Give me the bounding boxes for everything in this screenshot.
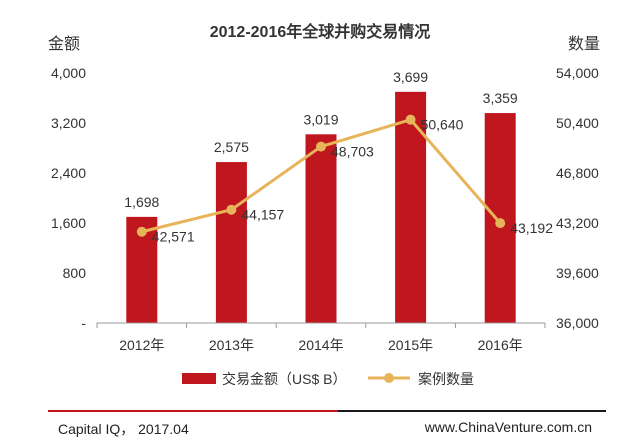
- chart-title: 2012-2016年全球并购交易情况: [210, 22, 431, 41]
- y-axis-left-title: 金额: [48, 35, 80, 53]
- footer-divider-red: [48, 410, 338, 412]
- x-tick-label: 2016年: [478, 337, 523, 353]
- x-tick-label: 2012年: [119, 337, 164, 353]
- line-value-label: 48,703: [331, 144, 374, 160]
- y-right-tick-label: 50,400: [556, 115, 599, 131]
- y-right-tick-label: 54,000: [556, 65, 599, 81]
- y-left-tick-label: 3,200: [51, 115, 86, 131]
- y-axis-right-title: 数量: [568, 35, 600, 53]
- line-value-label: 50,640: [421, 117, 464, 133]
- y-left-tick-label: 2,400: [51, 165, 86, 181]
- y-left-tick-label: 4,000: [51, 65, 86, 81]
- legend-bar-label: 交易金额（US$ B）: [222, 371, 346, 387]
- bar-value-label: 1,698: [124, 194, 159, 210]
- bar-value-label: 3,699: [393, 69, 428, 85]
- y-left-tick-label: 1,600: [51, 215, 86, 231]
- line-point-2015年: [405, 114, 416, 125]
- bar-2014年: [305, 134, 337, 323]
- line-value-label: 42,571: [152, 229, 195, 245]
- line-point-2012年: [136, 226, 147, 237]
- footer-divider-black: [338, 410, 606, 412]
- y-left-tick-label: -: [81, 315, 86, 331]
- legend-bar-swatch: [182, 373, 216, 384]
- x-tick-label: 2014年: [298, 337, 343, 353]
- y-right-tick-label: 46,800: [556, 165, 599, 181]
- line-value-label: 43,192: [510, 220, 553, 236]
- y-right-tick-label: 39,600: [556, 265, 599, 281]
- line-point-2016年: [495, 218, 506, 229]
- bar-2013年: [215, 162, 247, 323]
- footer-source: Capital IQ， 2017.04: [58, 421, 189, 437]
- bar-value-label: 2,575: [214, 139, 249, 155]
- line-value-label: 44,157: [241, 207, 284, 223]
- legend-line-label: 案例数量: [418, 371, 474, 387]
- line-point-2014年: [316, 141, 326, 152]
- y-left-tick-label: 800: [63, 265, 87, 281]
- x-tick-label: 2013年: [209, 337, 254, 353]
- bar-value-label: 3,359: [483, 90, 518, 106]
- line-point-2013年: [226, 204, 237, 215]
- bar-2016年: [484, 113, 516, 323]
- x-tick-label: 2015年: [388, 337, 433, 353]
- y-right-tick-label: 36,000: [556, 315, 599, 331]
- legend-line-marker: [384, 373, 394, 383]
- footer-site: www.ChinaVenture.com.cn: [424, 419, 592, 435]
- y-right-tick-label: 43,200: [556, 215, 599, 231]
- bar-value-label: 3,019: [303, 111, 338, 127]
